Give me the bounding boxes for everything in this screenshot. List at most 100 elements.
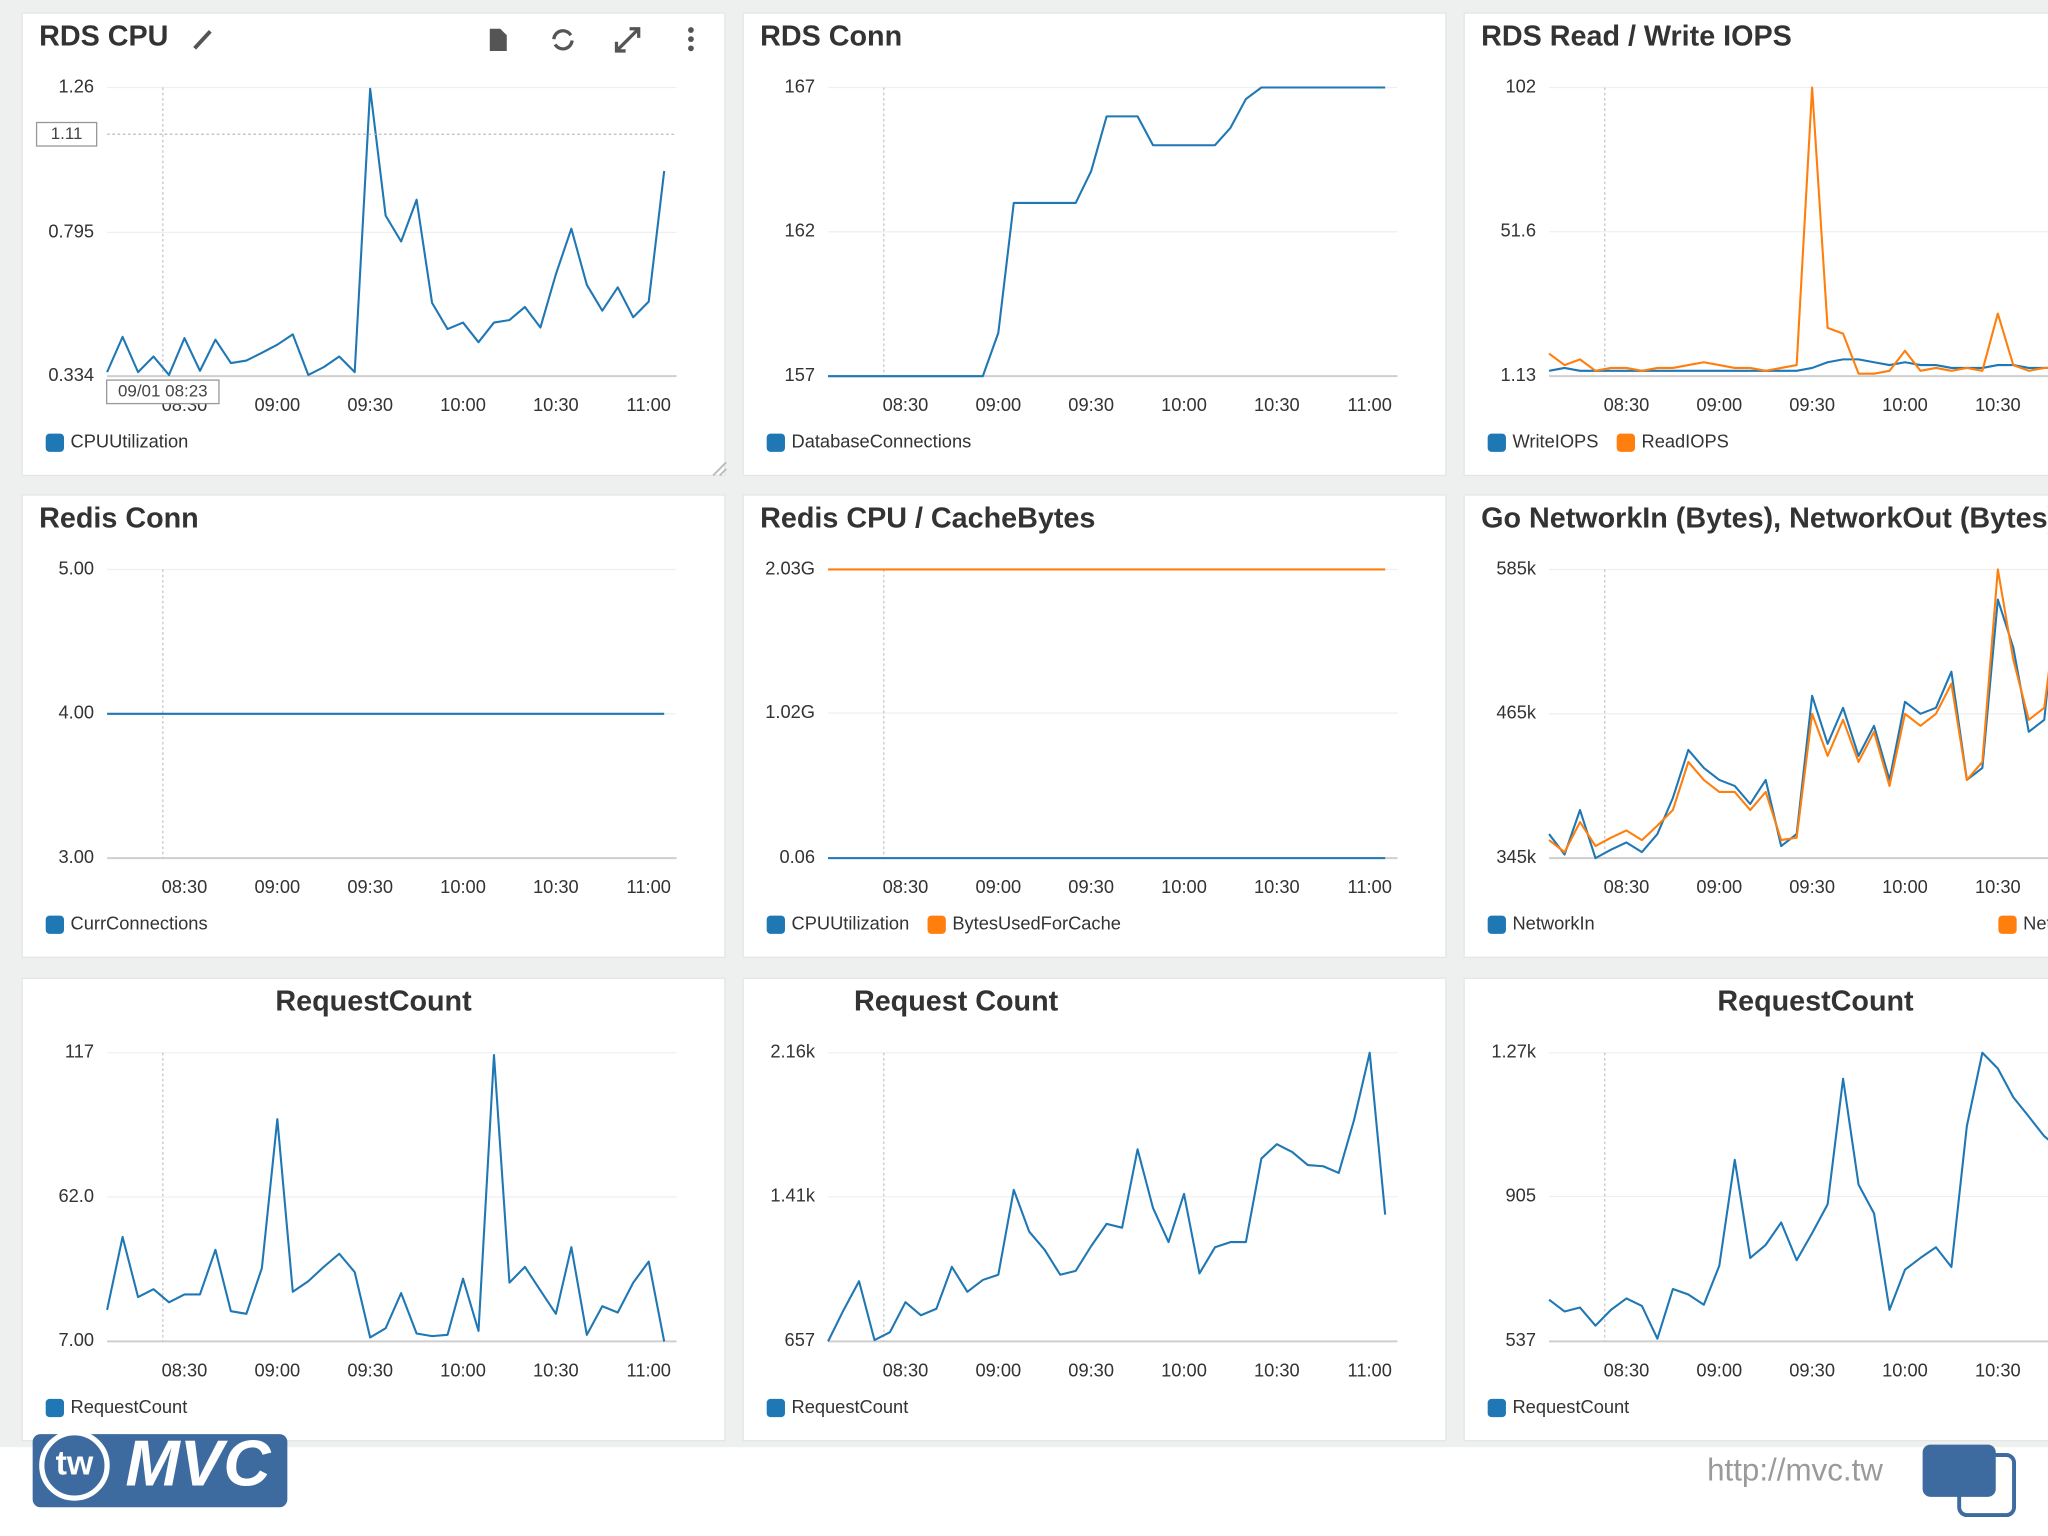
legend-swatch	[45, 1398, 64, 1418]
series-line	[106, 1054, 666, 1342]
chart-title: Redis CPU / CacheBytes	[760, 502, 1095, 534]
y-tick-label: 537	[1506, 1329, 1536, 1350]
x-tick-label: 09:00	[254, 876, 300, 897]
legend-item[interactable]: DatabaseConnections	[766, 431, 972, 452]
x-tick-label: 11:00	[1348, 876, 1392, 897]
x-tick-label: 08:30	[162, 876, 208, 897]
legend-swatch	[766, 915, 785, 934]
chart-title: RequestCount	[1717, 986, 1914, 1018]
x-tick-label: 09:00	[1696, 1359, 1742, 1380]
y-tick-label: 5.00	[58, 557, 94, 578]
legend-label: CPUUtilization	[792, 913, 910, 934]
x-tick-label: 08:30	[1604, 876, 1650, 897]
legend-swatch	[1487, 915, 1506, 934]
x-tick-label: 09:00	[975, 876, 1021, 897]
panel	[21, 494, 726, 959]
legend-label: RequestCount	[71, 1396, 188, 1417]
series-line	[1548, 598, 2048, 860]
edit-icon[interactable]	[193, 30, 212, 50]
hover-y-box	[35, 121, 98, 147]
legend-label: RequestCount	[1512, 1396, 1629, 1417]
charts: RDS CPU 0.334 0.795 1.26 08:30 09:00 09:30 10:0…	[21, 12, 2048, 1442]
series-line	[1548, 86, 2048, 375]
x-tick-label: 08:30	[883, 394, 929, 415]
logo-text: MVC	[125, 1426, 271, 1499]
x-tick-label: 10:30	[1254, 876, 1300, 897]
chart-title: RequestCount	[275, 986, 472, 1018]
x-tick-label: 10:00	[440, 1359, 486, 1380]
y-tick-label: 51.6	[1500, 220, 1536, 241]
series-line	[1548, 568, 2048, 854]
x-tick-label: 11:00	[1348, 394, 1392, 415]
y-tick-label: 167	[785, 75, 815, 96]
x-tick-label: 08:30	[1604, 1359, 1650, 1380]
chart-title: RDS CPU	[39, 20, 168, 52]
legend-swatch	[45, 433, 64, 452]
legend-swatch	[1998, 915, 2017, 934]
x-tick-label: 10:00	[1161, 1359, 1207, 1380]
legend-item[interactable]: WriteIOPS	[1487, 431, 1599, 452]
legend-item[interactable]: BytesUsedForCache	[927, 913, 1121, 934]
legend-swatch	[766, 433, 785, 452]
series-line	[828, 86, 1386, 378]
panel	[21, 977, 726, 1442]
y-tick-label: 62.0	[58, 1185, 94, 1206]
legend-item[interactable]: CPUUtilization	[766, 913, 910, 934]
legend-item[interactable]: NetworkIn	[1487, 913, 1595, 934]
x-tick-label: 11:00	[627, 394, 671, 415]
x-tick-label: 09:30	[1068, 876, 1114, 897]
x-tick-label: 10:00	[1161, 394, 1207, 415]
legend-label: DatabaseConnections	[792, 431, 972, 452]
expand-icon[interactable]	[614, 27, 641, 53]
legend-label: RequestCount	[792, 1396, 909, 1417]
x-tick-label: 10:00	[440, 876, 486, 897]
x-tick-label: 10:30	[533, 394, 579, 415]
x-tick-label: 08:30	[1604, 394, 1650, 415]
y-tick-label: 157	[785, 364, 815, 385]
y-tick-label: 585k	[1496, 557, 1536, 578]
hover-y-label: 1.11	[51, 124, 83, 143]
hover-x-label: 09/01 08:23	[118, 381, 208, 400]
y-tick-label: 0.334	[48, 364, 94, 385]
series-line	[106, 87, 666, 376]
export-icon[interactable]	[489, 28, 507, 51]
legend-item[interactable]: RequestCount	[45, 1396, 188, 1418]
legend-item[interactable]: RequestCount	[1487, 1396, 1630, 1418]
y-tick-label: 0.795	[48, 220, 94, 241]
refresh-icon[interactable]	[552, 29, 574, 51]
footer-url[interactable]: http://mvc.tw	[1707, 1452, 1883, 1487]
x-tick-label: 10:30	[1975, 1359, 2021, 1380]
legend-item[interactable]: ReadIOPS	[1616, 431, 1729, 452]
x-tick-label: 09:30	[1068, 394, 1114, 415]
legend-label: CurrConnections	[71, 913, 208, 934]
hover-x-box	[105, 379, 220, 405]
legend-item[interactable]: RequestCount	[766, 1396, 909, 1418]
legend-swatch	[766, 1398, 785, 1418]
menu-icon[interactable]	[688, 27, 694, 52]
legend-item[interactable]: CurrConnections	[45, 913, 208, 934]
legend-item[interactable]: CPUUtilization	[45, 431, 189, 452]
panel	[742, 977, 1447, 1442]
legend-item[interactable]: NetworkOut	[1998, 913, 2048, 934]
legend-swatch	[1487, 1398, 1506, 1418]
series-line	[827, 1051, 1387, 1342]
x-tick-label: 09:30	[1789, 876, 1835, 897]
y-tick-label: 1.13	[1500, 364, 1536, 385]
legend-label: WriteIOPS	[1512, 431, 1598, 452]
x-tick-label: 10:00	[1161, 876, 1207, 897]
x-tick-label: 10:00	[440, 394, 486, 415]
resize-handle[interactable]	[712, 461, 727, 477]
x-tick-label: 09:00	[254, 1359, 300, 1380]
logo-badge-text: tw	[56, 1444, 94, 1482]
footer-band	[0, 1447, 2048, 1536]
y-tick-label: 7.00	[58, 1329, 94, 1350]
legend-label: NetworkIn	[1512, 913, 1594, 934]
x-tick-label: 10:30	[533, 1359, 579, 1380]
panel	[1463, 977, 2048, 1442]
legend-label: CPUUtilization	[71, 431, 189, 452]
chart-title: Request Count	[854, 986, 1059, 1018]
x-tick-label: 10:30	[533, 876, 579, 897]
y-tick-label: 4.00	[58, 702, 94, 723]
y-tick-label: 102	[1506, 75, 1536, 96]
